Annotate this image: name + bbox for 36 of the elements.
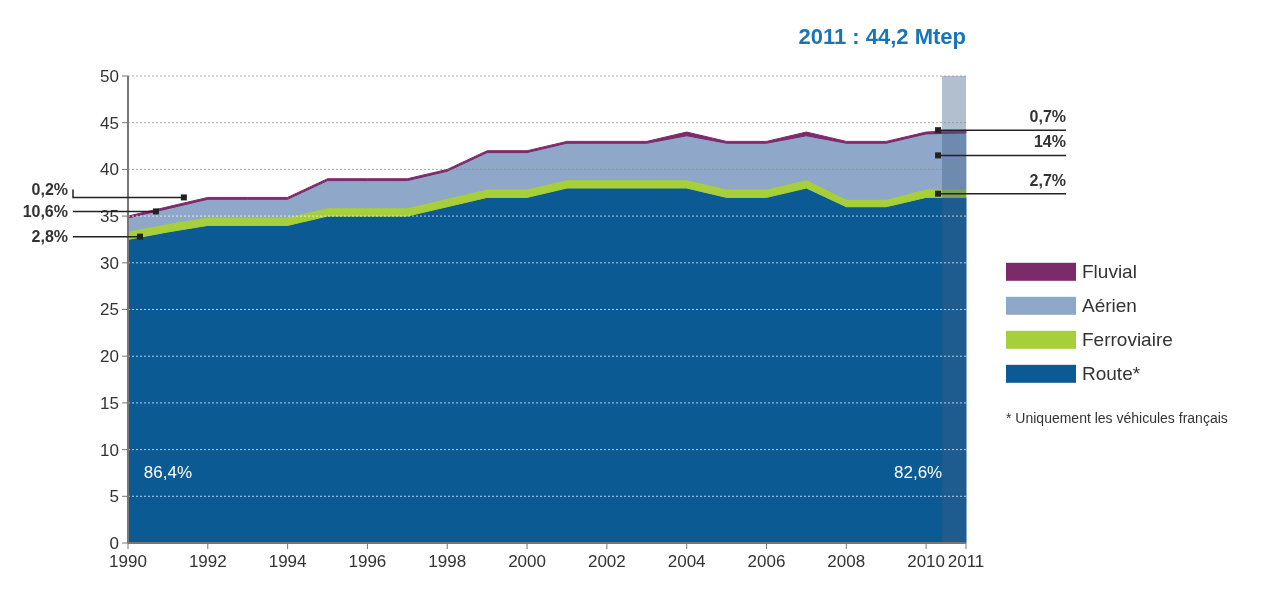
x-tick-label: 1990	[109, 552, 147, 571]
annotation: 10,6%	[22, 203, 68, 221]
y-tick-label: 50	[100, 66, 119, 86]
x-tick-label: 2006	[747, 552, 786, 571]
x-tick-label: 2008	[827, 552, 866, 571]
y-tick-label: 25	[100, 300, 119, 320]
y-tick-label: 5	[109, 487, 119, 507]
y-tick-label: 15	[100, 393, 119, 413]
x-tick-label: 1996	[348, 552, 387, 571]
x-tick-label: 2002	[587, 552, 626, 571]
legend-label: Route*	[1082, 363, 1141, 385]
y-tick-label: 20	[100, 347, 119, 367]
x-tick-label: 2000	[508, 552, 546, 571]
x-tick-label: 2010	[907, 552, 946, 571]
legend-label: Ferroviaire	[1082, 329, 1173, 351]
x-tick-label: 2004	[667, 552, 706, 571]
y-tick-label: 30	[100, 253, 119, 273]
annotation: 86,4%	[143, 462, 193, 482]
annotation: 0,7%	[1029, 108, 1066, 126]
x-tick-label: 2011	[947, 552, 985, 571]
annotation: 2,7%	[1029, 171, 1066, 189]
x-tick-label: 1994	[268, 552, 307, 571]
legend-label: Aérien	[1082, 295, 1137, 317]
annotation: 82,6%	[894, 462, 943, 482]
x-tick-label: 1992	[188, 552, 227, 571]
y-tick-label: 10	[100, 440, 119, 460]
y-tick-label: 40	[100, 160, 119, 180]
chart-title: 2011 : 44,2 Mtep	[798, 24, 966, 49]
text: * Uniquement les véhicules français	[1006, 409, 1228, 426]
annotation: 0,2%	[31, 181, 68, 199]
legend-label: Fluvial	[1082, 261, 1137, 283]
annotation: 2,8%	[31, 228, 68, 246]
x-tick-label: 1998	[428, 552, 467, 571]
annotation: 14%	[1033, 133, 1066, 151]
y-tick-label: 45	[100, 113, 119, 133]
y-tick-label: 0	[109, 533, 119, 553]
